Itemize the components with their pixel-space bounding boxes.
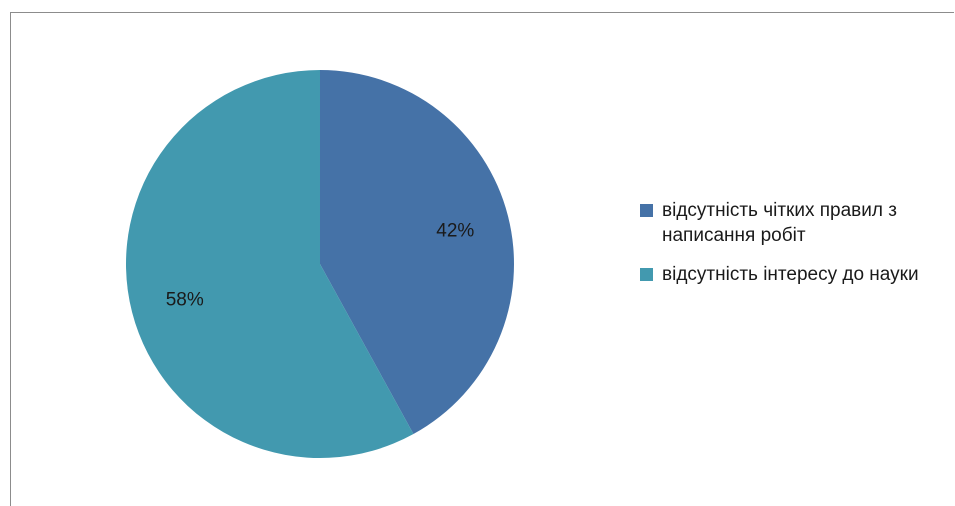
slice-label-1: 58% (166, 290, 204, 311)
legend-item-0: відсутність чітких правил з написання ро… (640, 198, 955, 248)
pie-labels: 42% 58% (166, 220, 475, 310)
pie-slice-0 (320, 70, 514, 435)
chart-legend: відсутність чітких правил з написання ро… (640, 198, 955, 301)
pie-slice-1 (125, 70, 414, 459)
legend-item-1: відсутність інтересу до науки (640, 262, 955, 287)
legend-label-1: відсутність інтересу до науки (662, 264, 919, 285)
legend-swatch-0 (640, 204, 653, 217)
legend-label-0: відсутність чітких правил з написання ро… (662, 200, 897, 246)
legend-swatch-1 (640, 268, 653, 281)
slice-label-0: 42% (436, 220, 474, 241)
pie-slices (125, 70, 514, 459)
